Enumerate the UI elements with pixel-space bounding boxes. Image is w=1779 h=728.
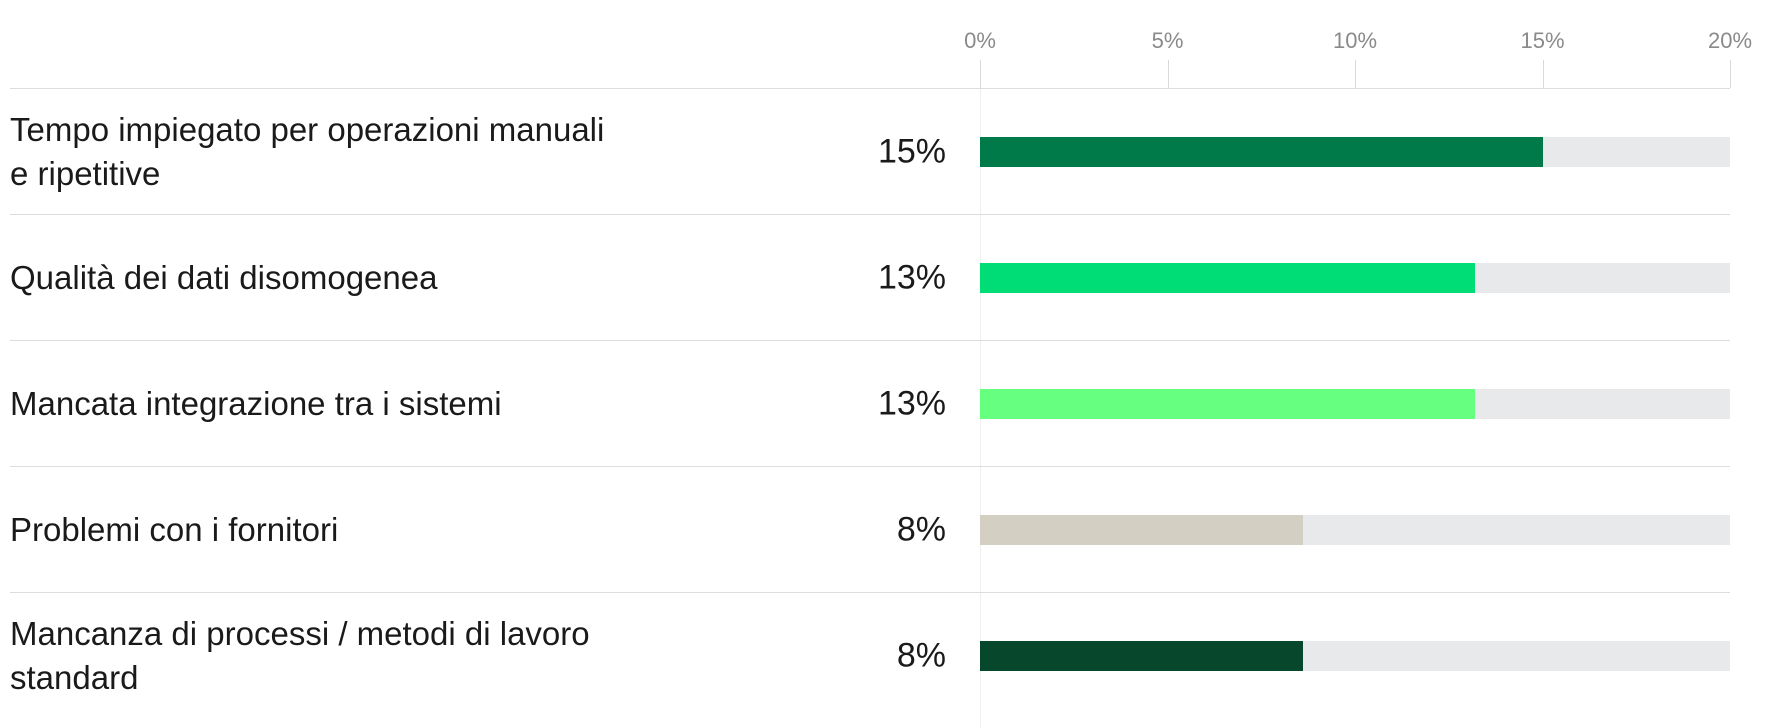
x-tick-label: 0% xyxy=(964,28,996,53)
bar xyxy=(980,263,1475,293)
bar-chart: 0% 5% 10% 15% 20% Tempo impiegato per operazi… xyxy=(10,28,1753,728)
bar xyxy=(980,515,1303,545)
row-divider xyxy=(10,214,1730,215)
x-tick-line xyxy=(1730,60,1731,88)
category-label: Tempo impiegato per operazioni manuali e… xyxy=(10,111,605,192)
x-tick-line xyxy=(1167,60,1169,88)
x-tick-line xyxy=(1542,60,1544,88)
row-divider xyxy=(10,88,1730,89)
value-label: 15% xyxy=(877,132,946,171)
value-label: 13% xyxy=(877,258,946,297)
row-divider xyxy=(10,466,1730,467)
category-label: Mancanza di processi / metodi di lavoro … xyxy=(10,615,590,696)
value-label: 8% xyxy=(896,510,946,549)
value-label: 13% xyxy=(877,384,946,423)
value-label: 8% xyxy=(896,636,946,675)
x-tick-label: 10% xyxy=(1332,28,1378,53)
category-label: Qualità dei dati disomogenea xyxy=(10,259,438,296)
bar xyxy=(980,389,1475,419)
row-divider xyxy=(10,340,1730,341)
x-tick-label: 5% xyxy=(1151,28,1184,53)
x-tick-label: 15% xyxy=(1520,28,1565,53)
row-divider xyxy=(10,592,1730,593)
x-tick-label: 20% xyxy=(1707,28,1753,53)
x-tick-line xyxy=(980,60,981,88)
bar xyxy=(980,641,1303,671)
x-tick-line xyxy=(1355,60,1356,88)
category-label: Problemi con i fornitori xyxy=(10,511,339,548)
category-label: Mancata integrazione tra i sistemi xyxy=(10,385,502,422)
bar xyxy=(980,137,1543,167)
